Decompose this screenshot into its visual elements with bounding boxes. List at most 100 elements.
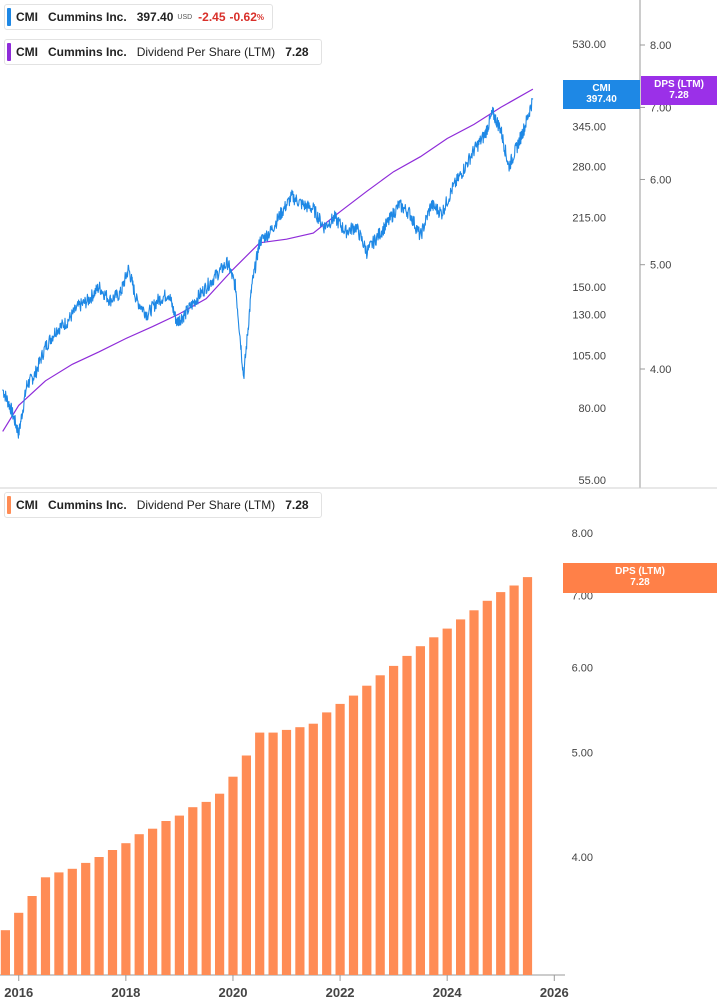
dividend-bar [148, 828, 158, 975]
dividend-bars [0, 577, 533, 975]
price-swatch [7, 8, 11, 26]
bar-tag: DPS (LTM) 7.28 [563, 563, 717, 593]
dps-swatch [7, 43, 11, 61]
legend-pct-sign: % [256, 12, 265, 22]
price-axis: 530.00 345.00 280.00 215.00 150.00 130.00 105.… [572, 39, 606, 487]
dividend-bar [469, 610, 479, 975]
legend-symbol: CMI [16, 10, 38, 24]
dividend-bar [40, 877, 51, 975]
dividend-bar [188, 807, 198, 975]
dps-tick-label: 5.00 [650, 260, 671, 272]
dividend-bar [67, 868, 77, 975]
price-chart-panel: 530.00 345.00 280.00 215.00 150.00 130.00 105.… [0, 0, 717, 489]
x-tick-label: 2018 [111, 985, 140, 1000]
dividend-bar [375, 675, 385, 975]
dividend-bar [241, 755, 251, 975]
dividend-bar [402, 655, 412, 975]
bar-y-tick-label: 8.00 [572, 528, 593, 540]
x-tick-label: 2026 [540, 985, 569, 1000]
legend-bars[interactable]: CMI Cummins Inc. Dividend Per Share (LTM… [4, 492, 322, 518]
dps-tick-label: 7.00 [650, 102, 671, 114]
legend-symbol: CMI [16, 45, 38, 59]
dividend-bar [107, 850, 118, 975]
price-tag-symbol: CMI [592, 83, 611, 94]
dps-axis: 8.00 7.00 6.00 5.00 4.00 [640, 40, 671, 376]
dividend-bar [255, 732, 265, 975]
legend-change-pct: -0.62 [229, 10, 257, 24]
price-tick-label: 150.00 [572, 282, 606, 294]
x-tick-label: 2020 [219, 985, 248, 1000]
x-tick-label: 2022 [326, 985, 355, 1000]
legend-dps-value: 7.28 [285, 45, 309, 59]
x-axis: 2016 2018 2020 2022 2024 2026 [4, 975, 569, 1000]
price-tick-label: 55.00 [578, 475, 606, 487]
legend-price[interactable]: CMI Cummins Inc. 397.40 USD -2.45 -0.62 … [4, 4, 274, 30]
x-tick-label: 2024 [433, 985, 463, 1000]
price-tick-label: 345.00 [572, 122, 606, 134]
price-tick-label: 530.00 [572, 39, 606, 51]
legend-dps[interactable]: CMI Cummins Inc. Dividend Per Share (LTM… [4, 39, 322, 65]
dps-tag-label: DPS (LTM) [654, 79, 704, 90]
dps-tag: DPS (LTM) 7.28 [641, 76, 717, 105]
bar-y-tick-label: 7.00 [572, 590, 593, 602]
dividend-bar [281, 729, 292, 975]
dividend-bar [0, 930, 10, 975]
legend-bar-value: 7.28 [285, 498, 309, 512]
price-tick-label: 280.00 [572, 162, 606, 174]
dividend-bar [322, 712, 332, 975]
dps-line [2, 88, 534, 432]
dividend-bar-panel: 8.00 7.00 6.00 5.00 4.00 2016 2018 2020 2022 202… [0, 528, 593, 1000]
dividend-bar [362, 685, 372, 975]
price-tick-label: 215.00 [572, 213, 606, 225]
dividend-bar [415, 646, 425, 975]
price-tick-label: 105.00 [572, 351, 606, 363]
dividend-bar [268, 732, 278, 975]
legend-company: Cummins Inc. [48, 10, 127, 24]
plot-lines [2, 88, 534, 439]
bar-y-tick-label: 4.00 [572, 852, 593, 864]
dividend-bar [201, 801, 211, 975]
legend-change: -2.45 [198, 10, 226, 24]
dividend-bar [348, 695, 359, 975]
price-tick-label: 80.00 [578, 403, 606, 415]
dividend-bar [94, 857, 104, 975]
legend-company: Cummins Inc. [48, 45, 127, 59]
dividend-bar [121, 843, 131, 975]
x-tick-label: 2016 [4, 985, 33, 1000]
dividend-bar [27, 896, 37, 975]
dividend-bar [482, 600, 492, 975]
dps-tick-label: 4.00 [650, 364, 671, 376]
dps-tick-label: 8.00 [650, 40, 671, 52]
bar-y-axis: 8.00 7.00 6.00 5.00 4.00 [572, 528, 593, 864]
legend-metric: Dividend Per Share (LTM) [136, 498, 276, 512]
dividend-bar [54, 872, 64, 975]
bar-swatch [7, 496, 11, 514]
price-tag: CMI 397.40 [563, 80, 640, 109]
dividend-bar [308, 723, 318, 975]
dividend-bar [389, 665, 399, 975]
price-tick-label: 130.00 [572, 309, 606, 321]
dividend-bar [228, 776, 238, 975]
dps-tag-value: 7.28 [669, 90, 689, 101]
dividend-bar [295, 727, 305, 975]
legend-metric: Dividend Per Share (LTM) [136, 45, 276, 59]
dividend-bar [442, 628, 452, 975]
dividend-bar [522, 577, 533, 975]
bar-tag-value: 7.28 [630, 577, 650, 588]
dividend-bar [496, 592, 506, 975]
dividend-bar [215, 793, 225, 975]
bar-y-tick-label: 6.00 [572, 662, 593, 674]
legend-company: Cummins Inc. [48, 498, 127, 512]
dividend-bar [509, 585, 519, 975]
legend-currency: USD [177, 13, 193, 21]
dividend-bar [174, 815, 184, 975]
dividend-bar [429, 637, 439, 975]
price-tag-value: 397.40 [586, 94, 617, 105]
bar-tag-label: DPS (LTM) [615, 566, 665, 577]
dividend-bar [81, 862, 91, 975]
legend-symbol: CMI [16, 498, 38, 512]
dps-tick-label: 6.00 [650, 174, 671, 186]
dividend-bar [134, 834, 144, 975]
legend-price-value: 397.40 [136, 10, 174, 24]
